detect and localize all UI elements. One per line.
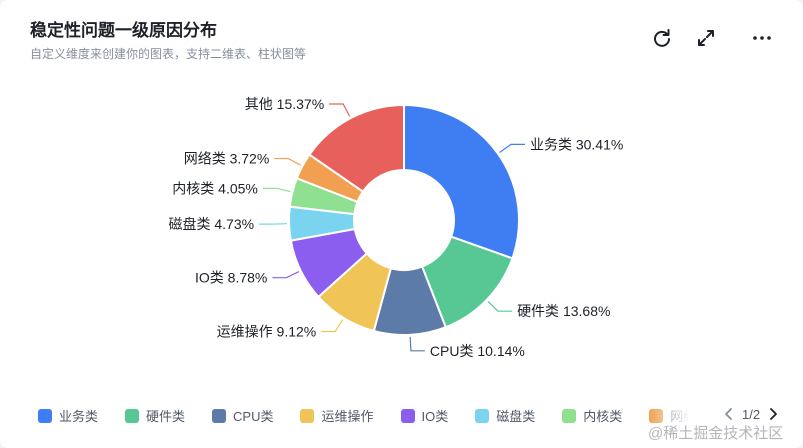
data-label-6: 磁盘类 4.73% — [168, 216, 254, 232]
label-leader-line-2 — [487, 300, 513, 312]
data-label-5: IO类 8.78% — [195, 270, 267, 286]
legend-label: IO类 — [421, 409, 449, 424]
label-leader-line-3 — [409, 336, 425, 352]
expand-icon — [698, 30, 714, 46]
chart-subtitle: 自定义维度来创建你的图表，支持二维表、柱状图等 — [30, 47, 307, 61]
refresh-icon — [654, 29, 670, 47]
label-leader-line-1 — [499, 143, 525, 153]
legend-prev-button[interactable] — [722, 406, 736, 422]
pie-slice-9[interactable] — [308, 103, 405, 193]
label-leader-line-4 — [321, 319, 344, 333]
legend-page-indicator: 1/2 — [742, 406, 761, 422]
chevron-right-icon — [770, 408, 777, 420]
legend-label: CPU类 — [233, 409, 274, 424]
legend-label: 内核类 — [583, 409, 623, 424]
label-leader-line-5 — [272, 271, 300, 279]
chart-title: 稳定性问题一级原因分布 — [30, 21, 217, 40]
legend-label: 运维操作 — [321, 409, 374, 424]
label-leader-line-9 — [329, 103, 351, 117]
legend-item-2[interactable]: 硬件类 — [125, 406, 185, 425]
legend-swatch — [38, 408, 52, 423]
legend-item-5[interactable]: IO类 — [400, 406, 449, 425]
more-icon — [753, 36, 771, 40]
legend-fade — [648, 400, 718, 430]
legend-swatch — [300, 408, 315, 423]
legend-next-button[interactable] — [766, 406, 780, 422]
data-label-8: 网络类 3.72% — [184, 151, 270, 167]
legend-label: 硬件类 — [146, 409, 186, 424]
legend-item-4[interactable]: 运维操作 — [300, 406, 374, 425]
legend-swatch — [212, 408, 227, 423]
watermark: @稀土掘金技术社区 — [648, 425, 784, 442]
label-leader-line-7 — [262, 187, 291, 193]
legend-pager: 1/2 — [722, 406, 780, 422]
data-label-3: CPU类 10.14% — [430, 343, 525, 359]
legend-item-3[interactable]: CPU类 — [212, 406, 273, 425]
data-label-2: 硬件类 13.68% — [517, 303, 610, 319]
legend-swatch — [562, 408, 577, 423]
pie-slice-1[interactable] — [403, 103, 520, 260]
data-label-9: 其他 15.37% — [245, 96, 324, 112]
label-leader-line-8 — [274, 157, 301, 166]
legend-swatch — [475, 408, 490, 423]
legend-label: 业务类 — [59, 409, 99, 424]
fullscreen-button[interactable] — [694, 26, 718, 50]
data-label-1: 业务类 30.41% — [530, 136, 623, 152]
legend-item-6[interactable]: 磁盘类 — [475, 406, 535, 425]
refresh-button[interactable] — [650, 26, 674, 50]
legend-swatch — [400, 408, 415, 423]
legend-item-7[interactable]: 内核类 — [562, 406, 622, 425]
legend-item-1[interactable]: 业务类 — [38, 406, 98, 425]
chart-legend: 业务类硬件类CPU类运维操作IO类磁盘类内核类网络类 — [38, 406, 708, 428]
chevron-left-icon — [725, 408, 732, 420]
data-label-7: 内核类 4.05% — [172, 180, 258, 196]
more-button[interactable] — [750, 26, 774, 50]
legend-swatch — [125, 408, 140, 423]
legend-label: 磁盘类 — [496, 409, 536, 424]
data-label-4: 运维操作 9.12% — [217, 324, 317, 340]
